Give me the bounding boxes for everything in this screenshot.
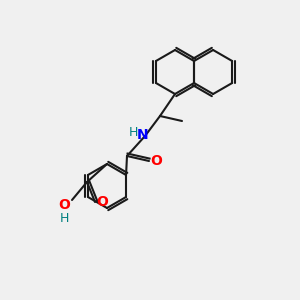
Text: O: O (96, 195, 108, 209)
Text: H: H (59, 212, 69, 224)
Text: N: N (137, 128, 149, 142)
Text: O: O (150, 154, 162, 168)
Text: O: O (58, 198, 70, 212)
Text: H: H (128, 125, 138, 139)
